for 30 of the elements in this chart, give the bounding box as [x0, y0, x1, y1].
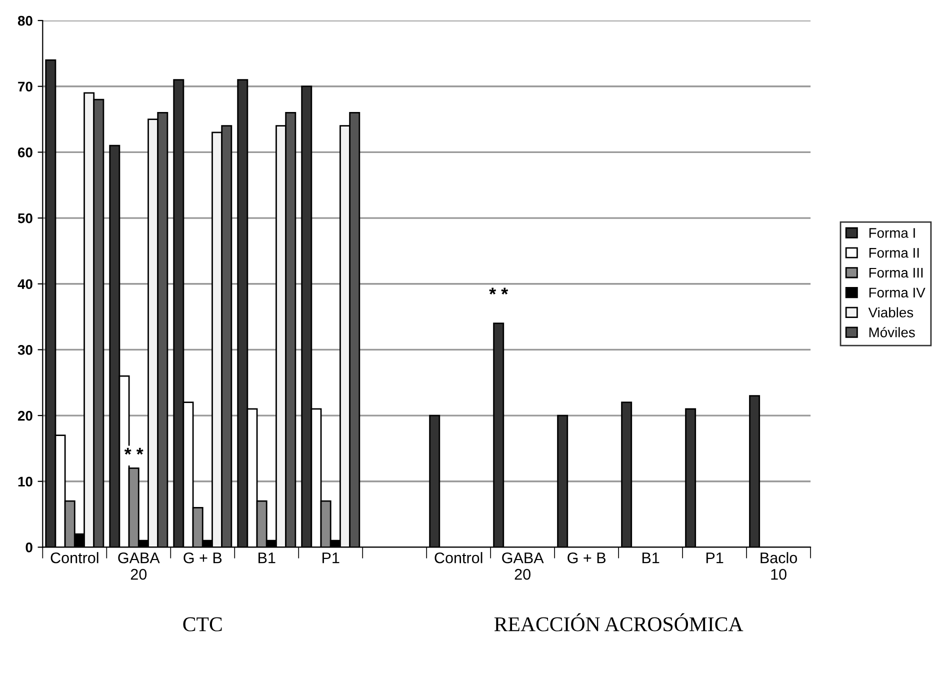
y-tick-label: 40	[18, 279, 32, 290]
y-tick-label: 30	[18, 345, 32, 355]
x-tick-label: P1	[322, 552, 340, 564]
x-tick-label: Control	[50, 552, 98, 564]
text: REACCIÓN ACROSÓMICA	[494, 613, 744, 632]
x-tick-label: B1	[642, 552, 660, 564]
x-tick-label: GABA 20	[118, 552, 160, 580]
y-tick-label: 80	[18, 16, 32, 26]
y-tick-label: 0	[26, 542, 32, 552]
text: CTC	[183, 617, 222, 632]
annotation: * *	[124, 448, 144, 455]
legend-label: Forma I	[869, 228, 915, 238]
y-tick-label: 10	[18, 476, 32, 487]
x-tick-label: G + B	[184, 552, 222, 564]
legend-label: Forma II	[869, 248, 919, 258]
legend-label: Forma IV	[869, 288, 926, 298]
annotation: * *	[489, 288, 508, 294]
y-tick-label: 20	[18, 410, 32, 421]
x-tick-label: G + B	[568, 552, 606, 564]
x-tick-label: Baclo 10	[760, 552, 798, 580]
x-tick-label: P1	[706, 552, 724, 564]
legend-label: Forma III	[869, 268, 923, 278]
x-tick-label: B1	[258, 552, 276, 564]
legend-label: Viables	[868, 307, 914, 318]
x-tick-label: GABA 20	[502, 552, 544, 580]
x-tick-label: Control	[434, 552, 482, 564]
y-tick-label: 50	[18, 213, 32, 224]
y-tick-label: 70	[18, 82, 32, 92]
legend-label: Móviles	[869, 326, 915, 338]
y-tick-label: 60	[18, 148, 32, 158]
